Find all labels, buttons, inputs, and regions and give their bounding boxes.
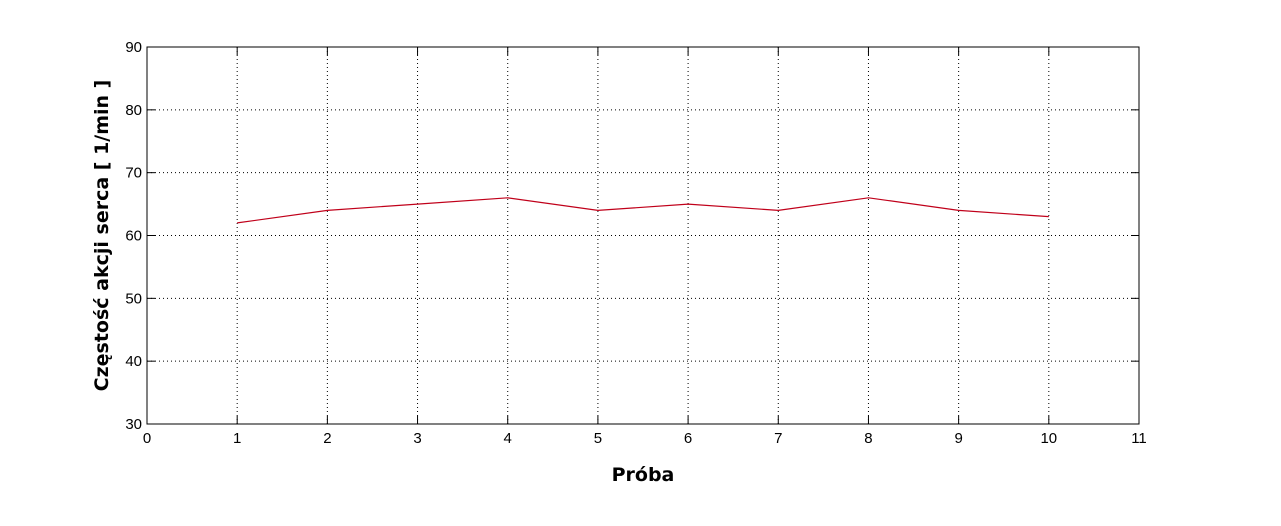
x-tick-label: 6 [684, 430, 692, 447]
x-tick-label: 5 [594, 430, 602, 447]
x-axis-label: Próba [612, 464, 675, 486]
y-tick-label: 30 [125, 416, 142, 433]
series-line [237, 197, 1049, 224]
x-tick-label: 0 [143, 430, 151, 447]
y-tick-label: 50 [125, 290, 142, 307]
x-tick-label: 3 [413, 430, 421, 447]
axis-ticks [146, 46, 1140, 425]
y-axis-tick-labels: 30 40 50 60 70 80 90 [125, 39, 142, 433]
x-tick-label: 7 [774, 430, 782, 447]
x-tick-label: 11 [1131, 430, 1147, 447]
grid [147, 47, 1139, 424]
x-axis-tick-labels: 0 1 2 3 4 5 6 7 8 9 10 11 [143, 430, 1147, 447]
y-tick-label: 40 [125, 353, 142, 370]
x-tick-label: 1 [233, 430, 241, 447]
x-tick-label: 9 [954, 430, 962, 447]
y-axis-label: Częstość akcji serca [ 1/min ] [91, 80, 113, 392]
x-tick-label: 4 [504, 430, 512, 447]
x-tick-label: 10 [1040, 430, 1057, 447]
y-tick-label: 70 [125, 165, 142, 182]
x-tick-label: 2 [323, 430, 331, 447]
y-tick-label: 90 [125, 39, 142, 56]
x-tick-label: 8 [864, 430, 872, 447]
series-layer [237, 197, 1049, 224]
y-tick-label: 80 [125, 102, 142, 119]
y-tick-label: 60 [125, 228, 142, 245]
